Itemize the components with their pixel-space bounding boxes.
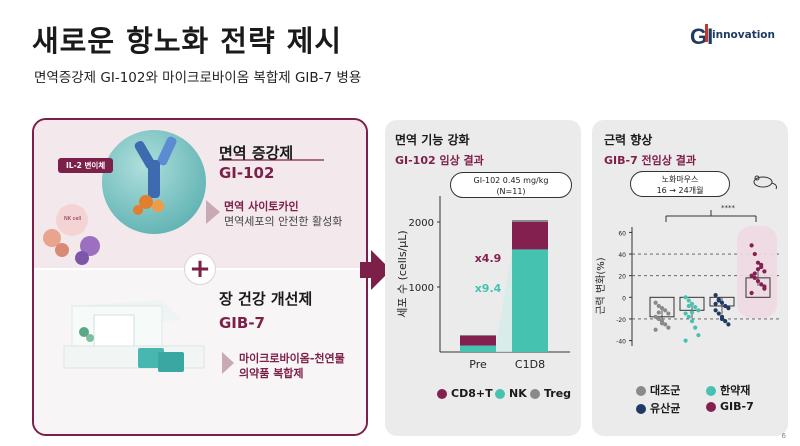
legend-dot [530,389,540,399]
il2-variant-badge: IL-2 변이체 [58,158,114,173]
legend-herbal: 한약재 [706,382,750,398]
age-line-2: 16 → 24개월 [656,186,704,195]
antibody-icon [133,136,177,215]
page-number: 6 [781,432,786,440]
gut-health-label: 장 건강 개선제 [219,290,313,308]
immune-enhancer-label: 면역 증강제 [219,144,294,162]
legend-control: 대조군 [636,382,680,398]
page-subtitle: 면역증강제 GI-102와 마이크로바이옴 복합제 GIB-7 병용 [34,70,362,86]
product-box-illustration [63,300,205,372]
legend-dot [636,386,646,396]
muscle-strength-title: 근력 향상 [604,133,653,147]
microbiome-title: 마이크로바이옴-천연물 [239,352,345,365]
svg-text:NK cell: NK cell [64,216,81,222]
legend-probiotic: 유산균 [636,400,680,416]
legend-dot [706,402,716,412]
nk-cells-icon: NK cell [43,204,100,265]
arrow-right-icon [222,352,234,374]
legend-dot [636,404,646,414]
logo-text: innovation [712,29,775,41]
left-panel: NK cell IL-2 변이체 면역 증강제 GI-102 면역 사이토카인 … [32,118,368,436]
age-badge: 노화마우스 16 → 24개월 [630,171,730,197]
plus-icon: + [184,253,216,285]
legend-dot [495,389,505,399]
immune-function-title: 면역 기능 강화 [395,133,470,147]
antibody-illustration: NK cell [43,130,324,372]
dose-badge: GI-102 0.45 mg/kg (N=11) [450,172,572,198]
flow-arrow-stem [360,262,374,278]
logo-glyph: GI [690,24,713,49]
cytokine-title: 면역 사이토카인 [224,200,299,213]
gi102-code: GI-102 [219,164,275,182]
dose-line-1: GI-102 0.45 mg/kg [473,176,549,185]
age-line-1: 노화마우스 [661,175,699,184]
cytokine-description: 면역세포의 안전한 활성화 [224,215,343,228]
arrow-right-icon [206,200,220,224]
legend-dot [437,389,447,399]
legend-cd8: CD8+T [437,387,493,400]
microbiome-description: 의약품 복합제 [239,367,304,380]
gib7-code: GIB-7 [219,314,265,332]
page-title: 새로운 항노화 전략 제시 [32,24,343,58]
legend-treg: Treg [530,387,571,400]
dose-line-2: (N=11) [496,187,526,196]
gi102-clinical-subtitle: GI-102 임상 결과 [395,154,484,167]
legend-dot [706,386,716,396]
gib7-preclinical-subtitle: GIB-7 전임상 결과 [604,154,696,167]
legend-gib7: GIB-7 [706,400,754,413]
legend-nk: NK [495,387,527,400]
